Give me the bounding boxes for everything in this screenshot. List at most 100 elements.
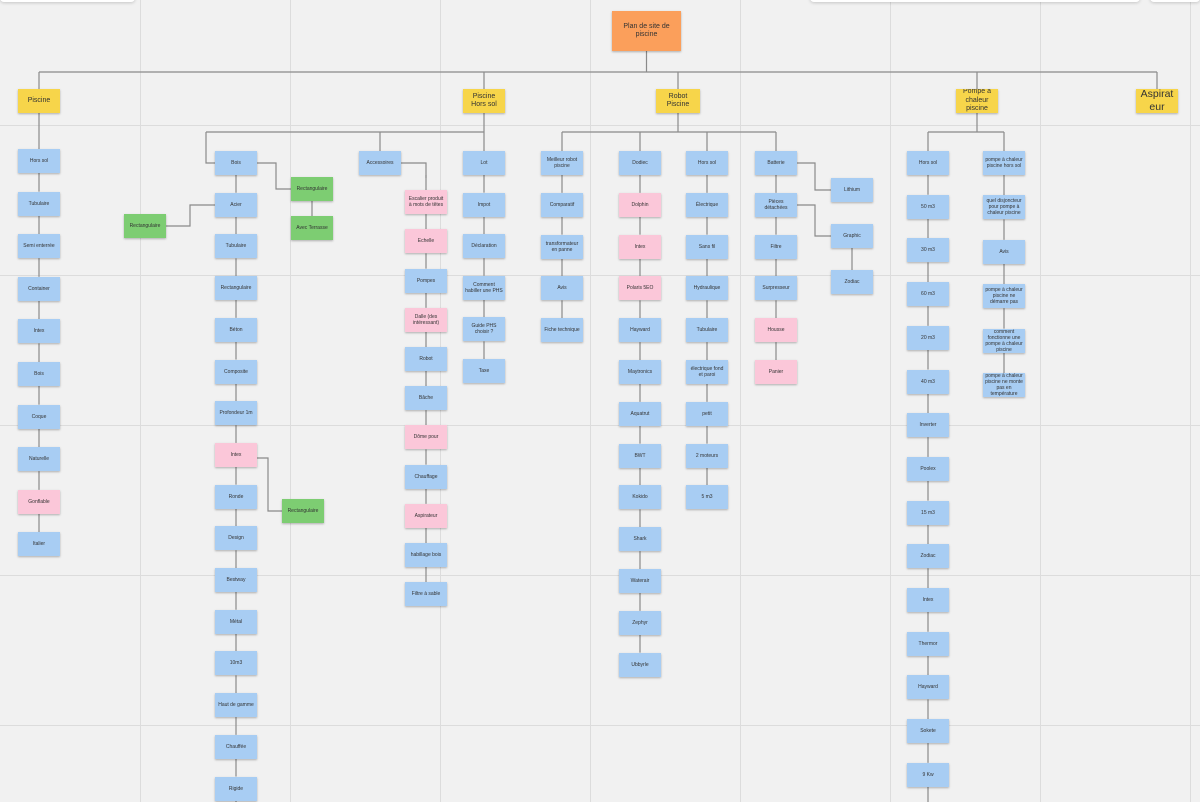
note-robot-horssol-item-5[interactable]: électrique fond et paroi (686, 360, 728, 384)
note-robot-horssol-item-7[interactable]: 2 moteurs (686, 443, 728, 468)
note-lot-item-2[interactable]: Déclaration (463, 234, 505, 259)
note-green-0[interactable]: Rectangulaire (291, 177, 333, 201)
note-batterie-item-2[interactable]: Filtre (755, 234, 797, 259)
note-category-piscine[interactable]: Piscine (18, 89, 60, 113)
note-dodiec-item-5[interactable]: Maytronics (619, 360, 661, 384)
note-bois-item-15[interactable]: Rigide (215, 776, 257, 801)
note-dodiec-item-2[interactable]: Intex (619, 234, 661, 259)
note-batterie-item-4[interactable]: Housse (755, 318, 797, 343)
note-robot-horssol-item-4[interactable]: Tubulaire (686, 318, 728, 343)
note-pompe-info-item-5[interactable]: pompe à chaleur piscine ne monte pas en … (983, 373, 1025, 397)
note-dodiec-item-12[interactable]: Ubbyrle (619, 652, 661, 677)
note-pompe-item-6[interactable]: Inverter (907, 413, 949, 438)
note-piscine-item-7[interactable]: Naturelle (18, 447, 60, 472)
note-bois-item-3[interactable]: Rectangulaire (215, 276, 257, 301)
note-piscine-item-8[interactable]: Gonflable (18, 489, 60, 514)
note-dodiec-item-6[interactable]: Aquatrut (619, 401, 661, 426)
note-pompe-item-13[interactable]: Sokete (907, 719, 949, 744)
note-pompe-info-item-2[interactable]: Avis (983, 239, 1025, 264)
note-lot-item-4[interactable]: Guide PHS choisir ? (463, 317, 505, 342)
note-batterie-item-1[interactable]: Pièces détachées (755, 192, 797, 217)
note-piscine-item-1[interactable]: Tubulaire (18, 191, 60, 216)
note-dodiec-item-11[interactable]: Zephyr (619, 610, 661, 635)
note-pompe-info-item-1[interactable]: quel disjoncteur pour pompe à chaleur pi… (983, 195, 1025, 220)
note-pompe-item-11[interactable]: Thermor (907, 631, 949, 656)
note-bois-item-6[interactable]: Profondeur 1m (215, 401, 257, 426)
note-bois-item-8[interactable]: Ronde (215, 484, 257, 509)
note-accessoires-item-8[interactable]: Chauffage (405, 464, 447, 489)
note-pompe-item-4[interactable]: 20 m3 (907, 325, 949, 350)
note-pompe-item-9[interactable]: Zodiac (907, 544, 949, 569)
note-lot-item-0[interactable]: Lot (463, 151, 505, 175)
note-pompe-item-1[interactable]: 50 m3 (907, 194, 949, 219)
note-pompe-item-0[interactable]: Hors sol (907, 151, 949, 175)
note-pompe-item-5[interactable]: 40 m3 (907, 369, 949, 394)
note-accessoires-item-6[interactable]: Bâche (405, 386, 447, 411)
note-robot-horssol-item-2[interactable]: Sans fil (686, 234, 728, 259)
note-pompe-item-8[interactable]: 15 m3 (907, 500, 949, 525)
note-dodiec-item-4[interactable]: Hayward (619, 318, 661, 343)
note-bois-item-5[interactable]: Composite (215, 359, 257, 384)
note-bois-item-0[interactable]: Bois (215, 151, 257, 175)
note-dodiec-item-1[interactable]: Dolphin (619, 192, 661, 217)
note-pompe-info-item-0[interactable]: pompe à chaleur piscine hors sol (983, 151, 1025, 175)
note-accessoires-item-5[interactable]: Robot (405, 347, 447, 371)
note-meilleur-item-1[interactable]: Comparatif (541, 192, 583, 217)
note-pompe-item-7[interactable]: Poolex (907, 456, 949, 481)
note-piscine-item-9[interactable]: Italier (18, 532, 60, 557)
note-accessoires-item-7[interactable]: Dôme pour (405, 425, 447, 450)
note-pompe-item-14[interactable]: 9 Kw (907, 762, 949, 787)
note-lot-item-5[interactable]: Taxe (463, 359, 505, 383)
note-robot-horssol-item-8[interactable]: 5 m3 (686, 485, 728, 510)
note-bois-item-4[interactable]: Béton (215, 317, 257, 342)
note-category-robot[interactable]: Robot Piscine (656, 89, 700, 113)
note-batterie-item-5[interactable]: Panier (755, 360, 797, 384)
note-pompe-item-12[interactable]: Hayward (907, 675, 949, 700)
note-robot-horssol-item-6[interactable]: petit (686, 401, 728, 426)
note-bois-item-14[interactable]: Chauffée (215, 734, 257, 759)
note-dodiec-item-8[interactable]: Kokido (619, 485, 661, 510)
top-toolbar-corner[interactable] (1150, 0, 1200, 2)
note-piscine-item-3[interactable]: Container (18, 276, 60, 301)
note-dodiec-item-0[interactable]: Dodiec (619, 151, 661, 175)
note-accessoires-item-11[interactable]: Filtre à sable (405, 582, 447, 607)
note-pompe-item-2[interactable]: 30 m3 (907, 238, 949, 263)
note-pompe-item-3[interactable]: 60 m3 (907, 282, 949, 307)
note-bois-item-9[interactable]: Design (215, 526, 257, 551)
note-root[interactable]: Plan de site de piscine (612, 11, 681, 51)
note-robot-horssol-item-1[interactable]: Électrique (686, 192, 728, 217)
note-category-aspirateur[interactable]: Aspirateur (1136, 89, 1178, 113)
note-lithium[interactable]: Lithium (831, 178, 873, 202)
note-accessoires-item-0[interactable]: Accessoires (359, 151, 401, 175)
note-dodiec-item-7[interactable]: BWT (619, 443, 661, 468)
note-lot-item-1[interactable]: Impot (463, 192, 505, 217)
note-meilleur-item-2[interactable]: transformateur en panne (541, 234, 583, 259)
note-bois-item-1[interactable]: Acier (215, 192, 257, 217)
note-accessoires-item-3[interactable]: Pompes (405, 268, 447, 293)
note-batterie-item-0[interactable]: Batterie (755, 151, 797, 175)
note-accessoires-item-4[interactable]: Dalle (des intéressant) (405, 307, 447, 332)
note-accessoires-item-1[interactable]: Escalier produit à mots de têtes (405, 190, 447, 215)
note-bois-item-11[interactable]: Métal (215, 609, 257, 634)
note-green-2[interactable]: Rectangulaire (124, 214, 166, 238)
note-dodiec-item-9[interactable]: Shark (619, 527, 661, 552)
note-accessoires-item-9[interactable]: Aspirateur (405, 503, 447, 528)
note-lot-item-3[interactable]: Comment habiller une PHS (463, 275, 505, 300)
note-meilleur-item-0[interactable]: Meilleur robot piscine (541, 151, 583, 175)
note-category-horssol[interactable]: Piscine Hors sol (463, 89, 505, 113)
note-bois-item-2[interactable]: Tubulaire (215, 234, 257, 259)
note-category-pompe[interactable]: Pompe à chaleur piscine (956, 89, 998, 113)
note-accessoires-item-2[interactable]: Echelle (405, 229, 447, 254)
note-pompe-item-10[interactable]: Intex (907, 588, 949, 612)
note-meilleur-item-4[interactable]: Fiche technique (541, 318, 583, 343)
note-robot-horssol-item-0[interactable]: Hors sol (686, 151, 728, 175)
note-piscine-item-2[interactable]: Semi enterrée (18, 234, 60, 259)
top-toolbar-left[interactable] (0, 0, 135, 2)
note-meilleur-item-3[interactable]: Avis (541, 276, 583, 301)
note-sub-brand-0[interactable]: Graphic (831, 224, 873, 248)
note-piscine-item-6[interactable]: Coque (18, 404, 60, 429)
note-bois-item-13[interactable]: Haut de gamme (215, 693, 257, 718)
note-piscine-item-5[interactable]: Bois (18, 362, 60, 386)
note-green-3[interactable]: Rectangulaire (282, 499, 324, 523)
